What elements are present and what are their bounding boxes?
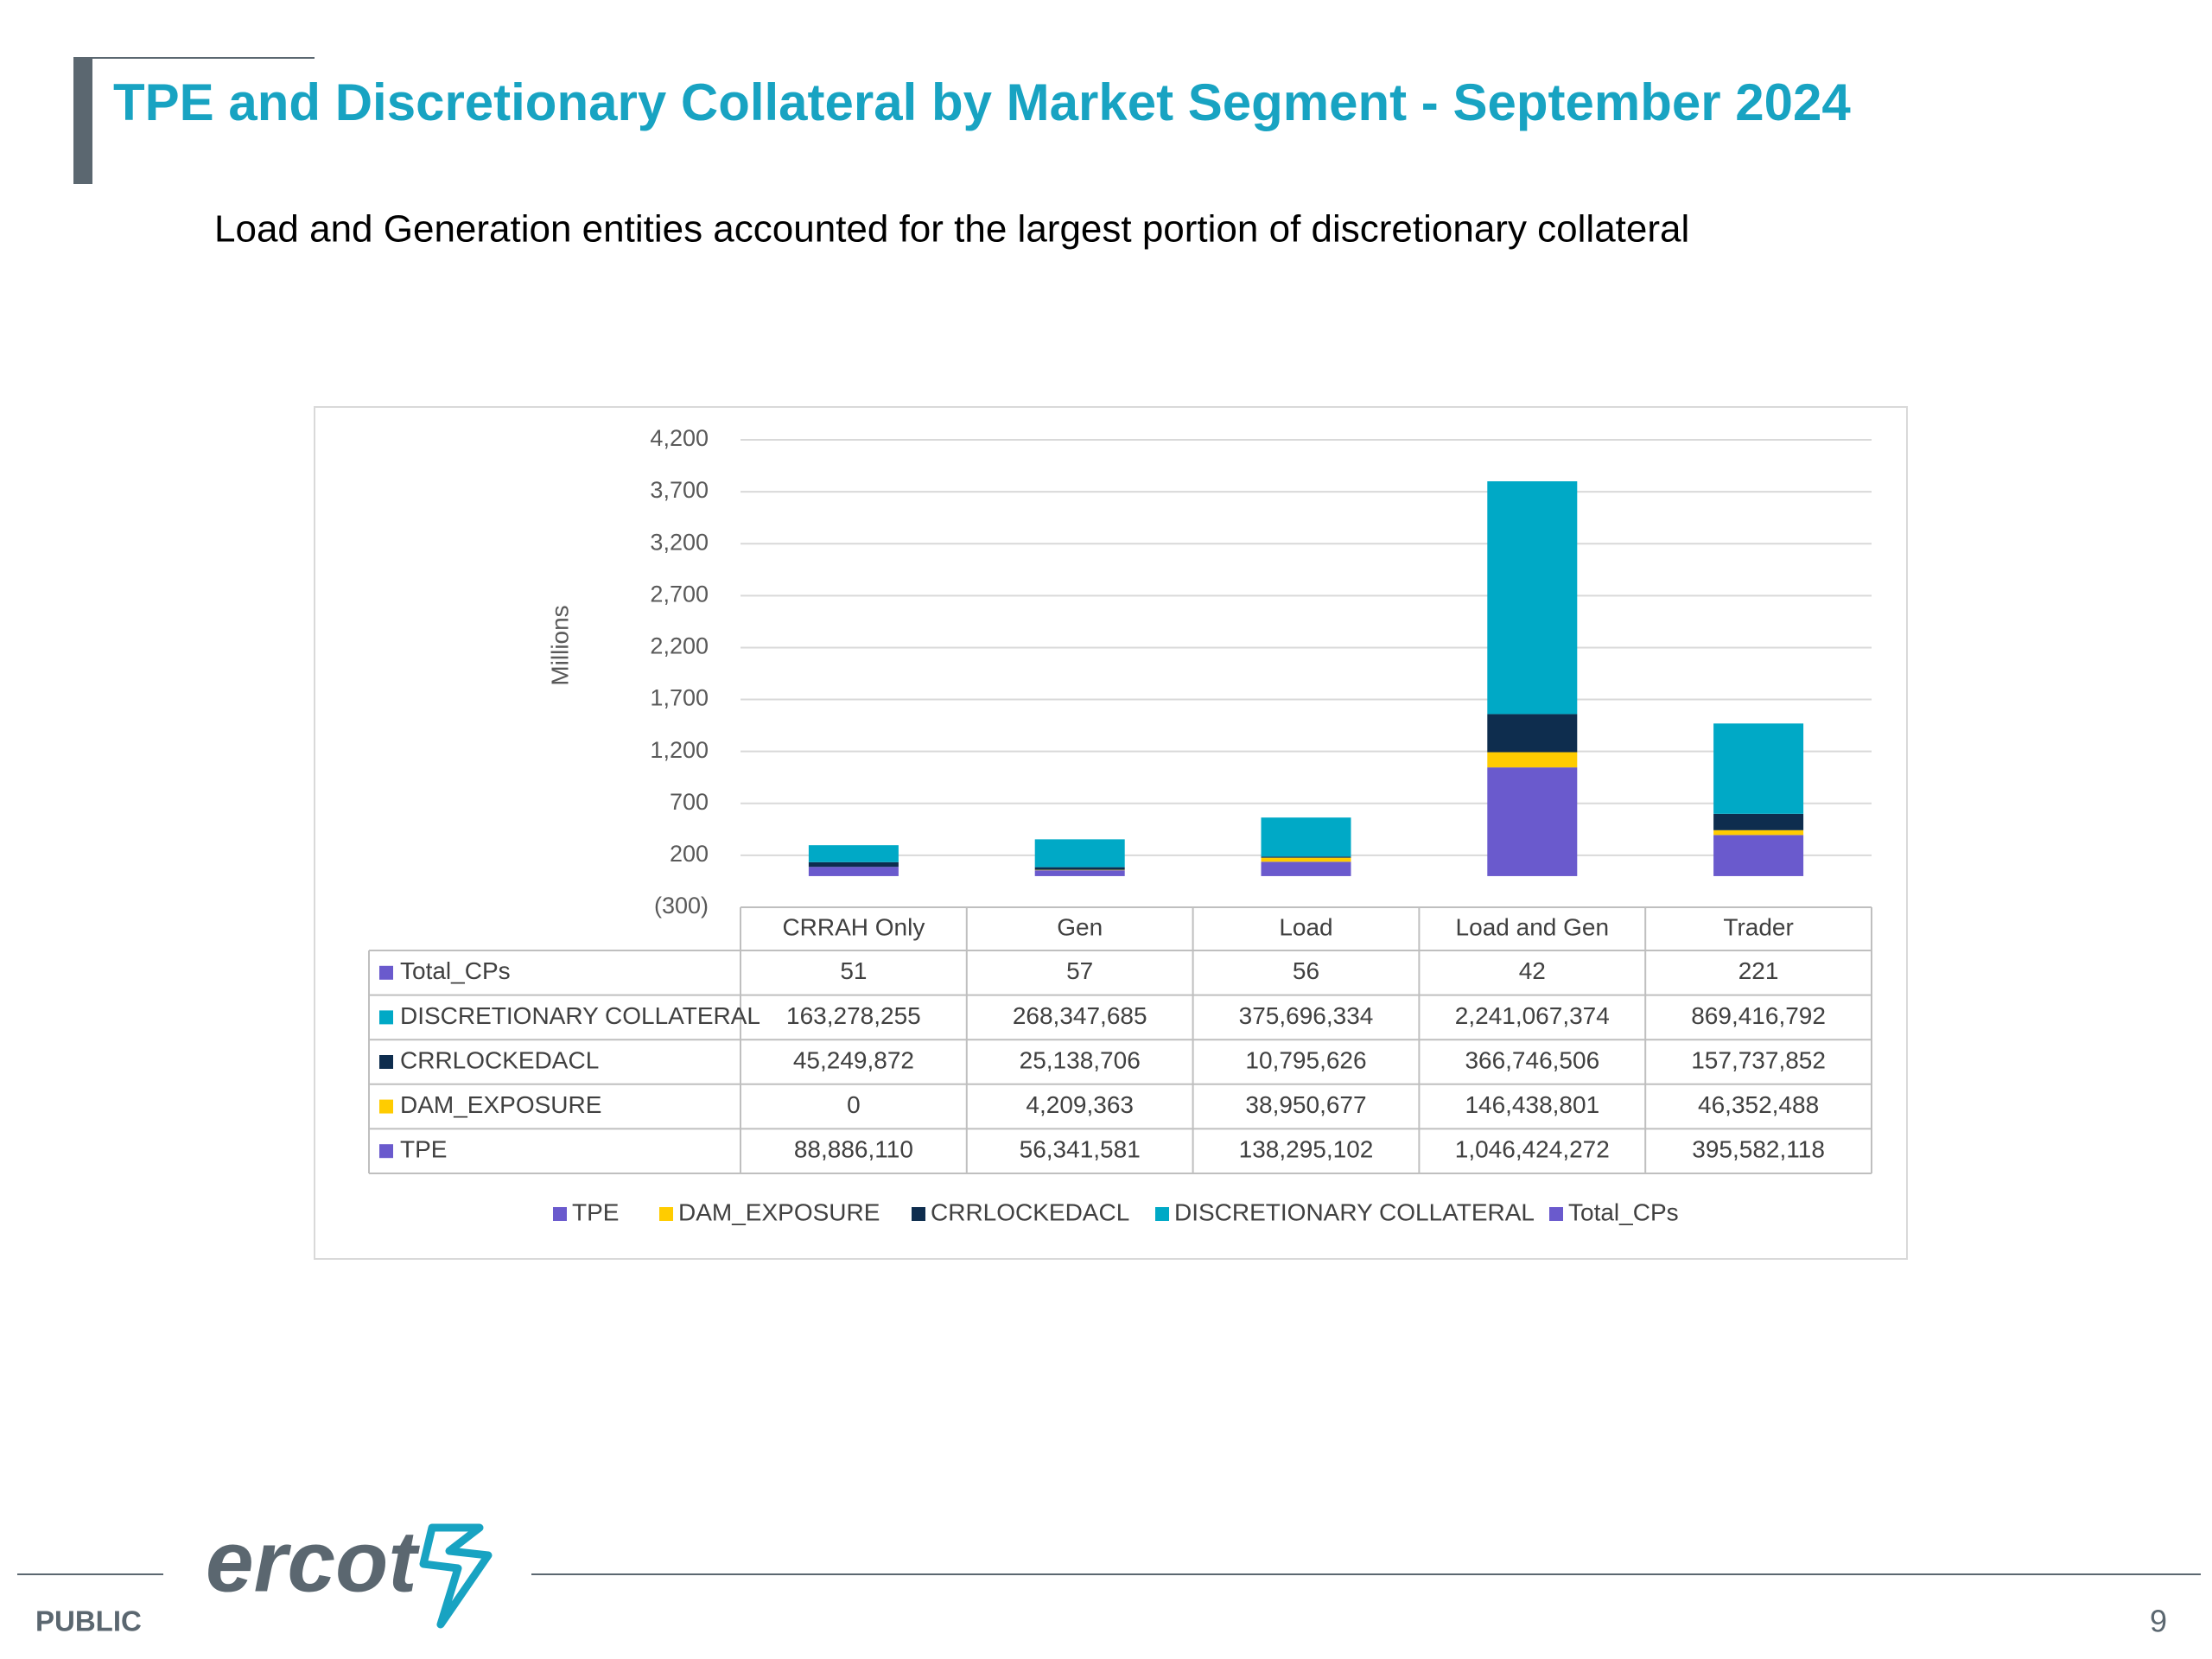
x-tick-label: Load and Gen [1456, 913, 1610, 940]
bar-segment [1261, 861, 1351, 876]
bar-segment [1034, 867, 1125, 870]
bar-segment [1261, 856, 1351, 858]
table-value: 42 [1519, 957, 1546, 984]
bar-segment [808, 867, 899, 876]
bar-segment [1261, 817, 1351, 857]
legend-label: TPE [572, 1198, 619, 1225]
x-tick-label: Trader [1723, 913, 1793, 940]
legend-key [659, 1207, 673, 1221]
bar-segment [1487, 752, 1578, 768]
table-value: 38,950,677 [1245, 1091, 1366, 1118]
table-value: 88,886,110 [794, 1136, 913, 1163]
y-tick-label: 700 [670, 789, 709, 815]
logo-icon [419, 1523, 493, 1629]
legend-key [553, 1207, 567, 1221]
x-tick-label: CRRAH Only [782, 913, 925, 940]
y-tick-label: 3,700 [650, 477, 709, 503]
bar-segment [808, 861, 899, 868]
bar-segment [1261, 857, 1351, 862]
table-row-label: Total_CPs [400, 957, 511, 984]
table-value: 163,278,255 [786, 1002, 921, 1029]
y-tick-label: (300) [654, 893, 709, 918]
x-tick-label: Gen [1057, 913, 1103, 940]
table-row-label: DAM_EXPOSURE [400, 1091, 601, 1118]
bar-segment [1034, 870, 1125, 876]
legend-label: DISCRETIONARY COLLATERAL [1174, 1198, 1535, 1225]
y-tick-label: 3,200 [650, 529, 709, 555]
table-value: 157,737,852 [1691, 1046, 1826, 1073]
classification: PUBLIC [35, 1605, 142, 1637]
y-tick-label: 4,200 [650, 425, 709, 451]
bar-segment [1713, 835, 1804, 876]
slide-subtitle: Load and Generation entities accounted f… [214, 208, 1689, 251]
table-value: 1,046,424,272 [1455, 1136, 1610, 1163]
legend-key [912, 1207, 925, 1221]
table-value: 221 [1738, 957, 1779, 984]
table-value: 395,582,118 [1692, 1136, 1825, 1163]
y-tick-label: 2,700 [650, 581, 709, 607]
table-value: 146,438,801 [1465, 1091, 1599, 1118]
legend-label: CRRLOCKEDACL [931, 1198, 1129, 1225]
table-value: 4,209,363 [1026, 1091, 1134, 1118]
table-legend-key [379, 1055, 393, 1069]
table-value: 375,696,334 [1239, 1002, 1374, 1029]
table-value: 56 [1293, 957, 1319, 984]
legend-label: DAM_EXPOSURE [678, 1198, 880, 1225]
legend-label: Total_CPs [1568, 1198, 1679, 1225]
y-tick-label: 200 [670, 841, 709, 867]
bar-segment [808, 845, 899, 862]
y-tick-label: 1,200 [650, 737, 709, 763]
table-legend-key [379, 1010, 393, 1025]
table-row-label: CRRLOCKEDACL [400, 1046, 599, 1073]
y-axis-label: Millions [546, 605, 573, 685]
y-tick-label: 1,700 [650, 685, 709, 711]
table-value: 51 [840, 957, 867, 984]
legend-key [1549, 1207, 1563, 1221]
bar-segment [1713, 813, 1804, 830]
bar-segment [1034, 869, 1125, 871]
page-number: 9 [2150, 1604, 2167, 1639]
table-value: 45,249,872 [793, 1046, 914, 1073]
table-row-label: TPE [400, 1136, 447, 1163]
table-value: 2,241,067,374 [1455, 1002, 1610, 1029]
x-tick-label: Load [1279, 913, 1332, 940]
bar-segment [1487, 767, 1578, 876]
table-value: 46,352,488 [1698, 1091, 1819, 1118]
y-tick-label: 2,200 [650, 633, 709, 659]
slide-title: TPE and Discretionary Collateral by Mark… [113, 73, 1851, 131]
bar-segment [1713, 723, 1804, 814]
bar-segment [1713, 830, 1804, 836]
table-row-label: DISCRETIONARY COLLATERAL [400, 1002, 760, 1029]
legend-key [1155, 1207, 1169, 1221]
title-bar [73, 57, 92, 184]
table-value: 869,416,792 [1691, 1002, 1826, 1029]
table-value: 56,341,581 [1020, 1136, 1141, 1163]
table-value: 138,295,102 [1239, 1136, 1374, 1163]
table-value: 25,138,706 [1020, 1046, 1141, 1073]
bar-segment [1487, 714, 1578, 753]
table-value: 0 [847, 1091, 861, 1118]
chart: (300) 200 700 1,200 1,700 2,200 2,700 3,200 3,70… [368, 425, 1872, 1225]
table-value: 10,795,626 [1245, 1046, 1366, 1073]
bar-segment [1034, 839, 1125, 868]
table-legend-key [379, 1144, 393, 1159]
chart-frame [314, 406, 1908, 1260]
table-value: 268,347,685 [1013, 1002, 1147, 1029]
logo-text: ercot [206, 1513, 420, 1610]
table-legend-key [379, 965, 393, 980]
table-value: 57 [1066, 957, 1093, 984]
table-value: 366,746,506 [1465, 1046, 1599, 1073]
bar-segment [1487, 481, 1578, 715]
table-legend-key [379, 1099, 393, 1114]
